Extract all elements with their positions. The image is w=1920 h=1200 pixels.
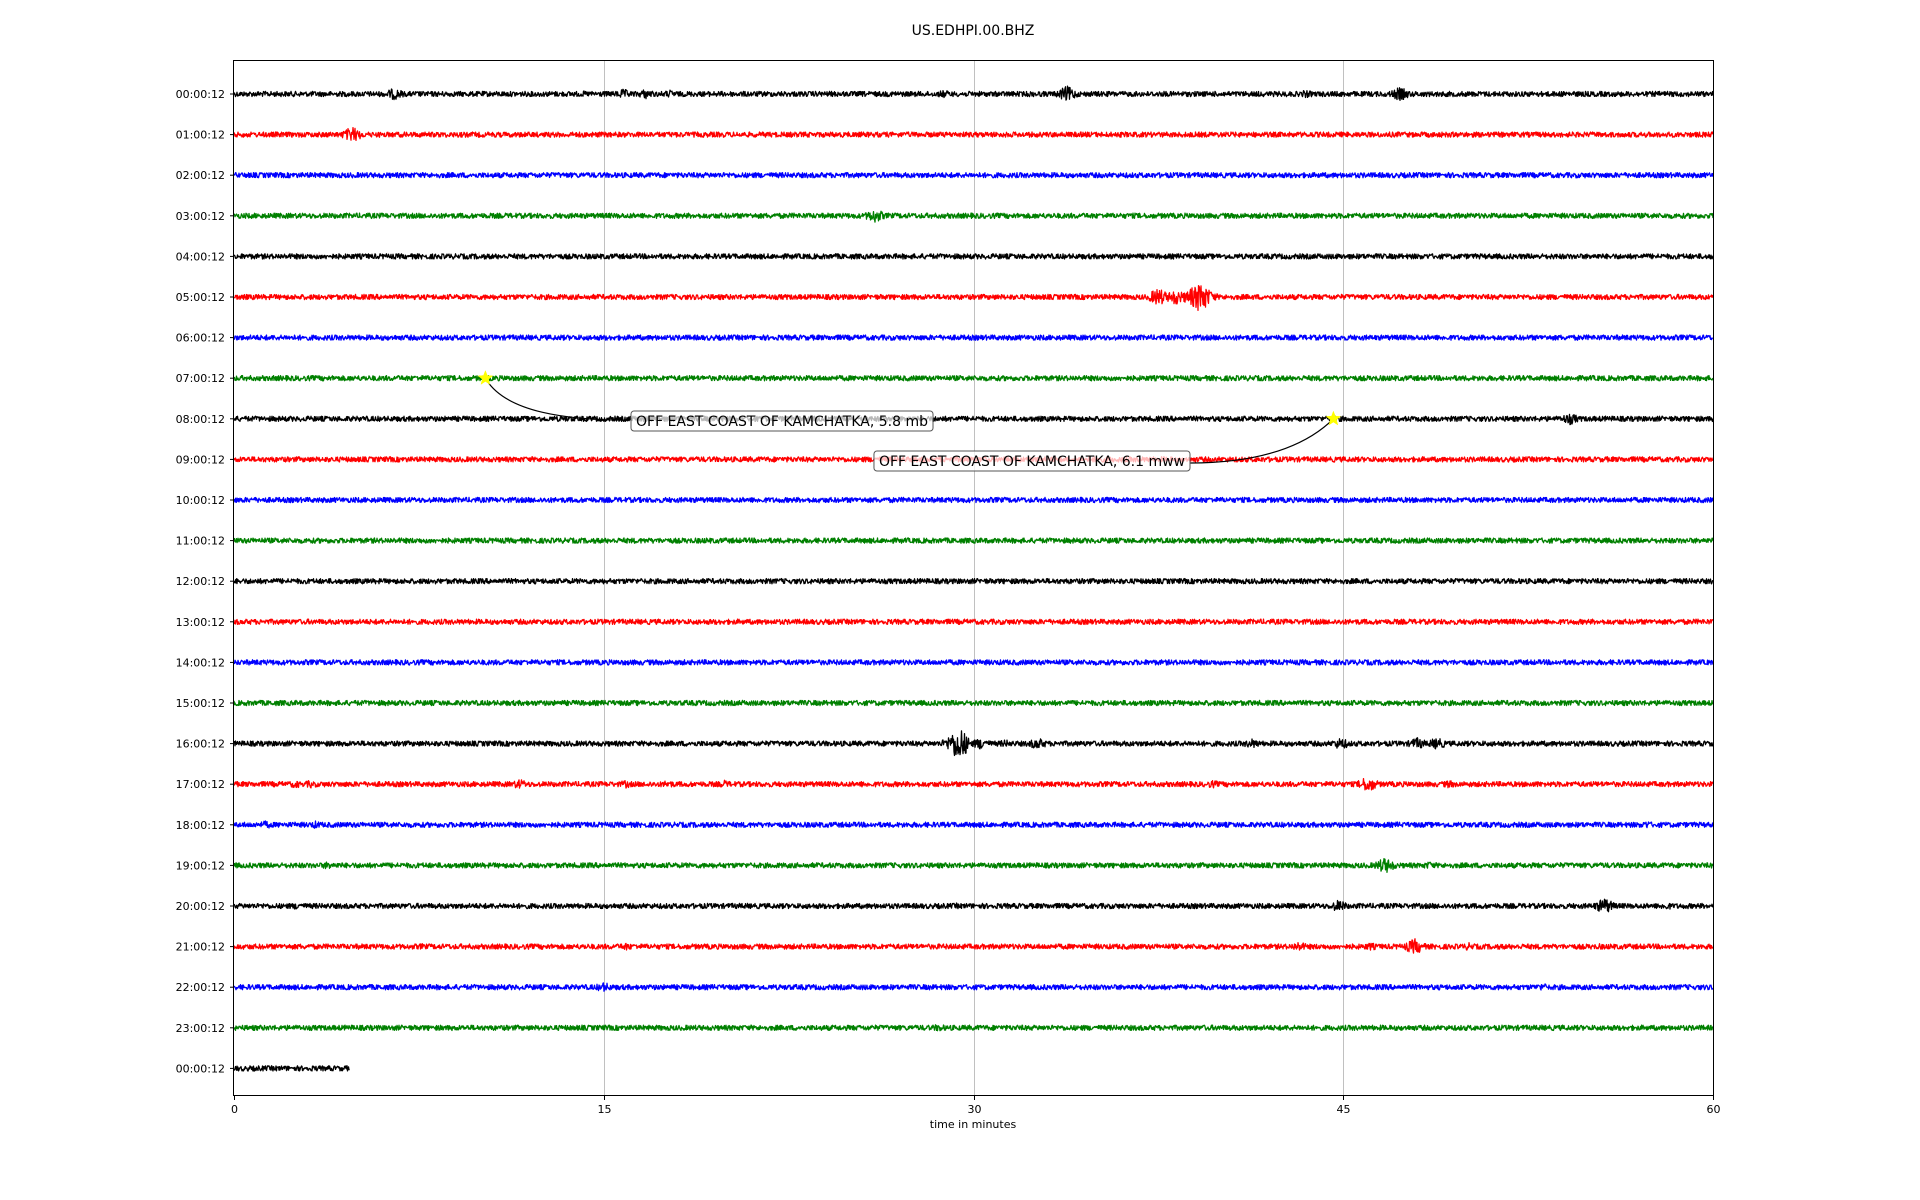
x-tick-label-45: 45	[1337, 1103, 1351, 1116]
trace-row-6	[233, 334, 1714, 341]
trace-row-22	[233, 982, 1714, 992]
y-tick-label-13: 13:00:12	[176, 616, 225, 629]
y-tick-label-2: 02:00:12	[176, 169, 225, 182]
event-connector-0	[484, 377, 630, 421]
event-star-1	[1325, 410, 1342, 426]
y-tick-label-6: 06:00:12	[176, 332, 225, 345]
y-tick-label-15: 15:00:12	[176, 697, 225, 710]
grid-layer	[604, 61, 1344, 1095]
trace-row-1	[233, 126, 1714, 142]
y-tick-label-11: 11:00:12	[176, 535, 225, 548]
trace-row-13	[233, 618, 1714, 626]
y-tick-label-23: 23:00:12	[176, 1022, 225, 1035]
trace-row-20	[233, 898, 1714, 913]
chart-title: US.EDHPI.00.BHZ	[912, 23, 1035, 39]
trace-row-16	[233, 730, 1714, 757]
x-tick-label-30: 30	[968, 1103, 982, 1116]
y-tick-label-3: 03:00:12	[176, 210, 225, 223]
x-tick-label-15: 15	[598, 1103, 612, 1116]
annotation-layer: OFF EAST COAST OF KAMCHATKA, 5.8 mb OFF E…	[477, 370, 1342, 472]
y-tick-label-10: 10:00:12	[176, 494, 225, 507]
y-tick-label-1: 01:00:12	[176, 129, 225, 142]
plot-frame	[233, 60, 1714, 1096]
y-tick-label-16: 16:00:12	[176, 738, 225, 751]
event-connector-1	[1189, 418, 1334, 464]
y-tick-label-9: 09:00:12	[176, 453, 225, 466]
trace-row-10	[233, 496, 1714, 504]
x-tick-label-0: 0	[231, 1103, 238, 1116]
trace-row-21	[233, 938, 1714, 954]
trace-row-3	[233, 210, 1714, 223]
y-tick-label-17: 17:00:12	[176, 778, 225, 791]
x-tick-label-60: 60	[1707, 1103, 1721, 1116]
y-tick-label-7: 07:00:12	[176, 372, 225, 385]
y-tick-label-14: 14:00:12	[176, 656, 225, 669]
event-label-box-0	[630, 410, 934, 432]
y-tick-label-21: 21:00:12	[176, 941, 225, 954]
trace-row-0	[233, 85, 1714, 102]
trace-row-11	[233, 537, 1714, 544]
trace-row-18	[233, 820, 1714, 829]
event-label-1: OFF EAST COAST OF KAMCHATKA, 6.1 mww	[879, 454, 1185, 470]
trace-row-5	[233, 284, 1714, 311]
trace-row-23	[233, 1024, 1714, 1032]
trace-row-4	[233, 253, 1714, 260]
y-tick-label-4: 04:00:12	[176, 250, 225, 263]
axis-layer: 0 15 30 45 60 00:00:12 01:00:12 02:00:12 03:00:1…	[176, 88, 1721, 1116]
trace-layer	[233, 85, 1714, 1072]
y-tick-label-12: 12:00:12	[176, 575, 225, 588]
y-tick-label-24: 00:00:12	[176, 1062, 225, 1075]
event-label-box-1	[873, 450, 1191, 472]
trace-row-24	[233, 1065, 350, 1072]
x-axis-label: time in minutes	[930, 1118, 1017, 1131]
trace-row-2	[233, 171, 1714, 179]
trace-row-17	[233, 777, 1714, 791]
y-tick-label-18: 18:00:12	[176, 819, 225, 832]
trace-row-15	[233, 699, 1714, 707]
trace-row-12	[233, 577, 1714, 585]
trace-row-7	[233, 374, 1714, 382]
y-tick-label-8: 08:00:12	[176, 413, 225, 426]
trace-row-8	[233, 413, 1714, 426]
y-tick-label-19: 19:00:12	[176, 859, 225, 872]
trace-row-14	[233, 659, 1714, 666]
event-star-0	[477, 370, 494, 385]
y-tick-label-22: 22:00:12	[176, 981, 225, 994]
trace-row-19	[233, 857, 1714, 873]
y-tick-label-20: 20:00:12	[176, 900, 225, 913]
y-tick-label-5: 05:00:12	[176, 291, 225, 304]
event-label-0: OFF EAST COAST OF KAMCHATKA, 5.8 mb	[636, 414, 928, 430]
y-tick-label-0: 00:00:12	[176, 88, 225, 101]
